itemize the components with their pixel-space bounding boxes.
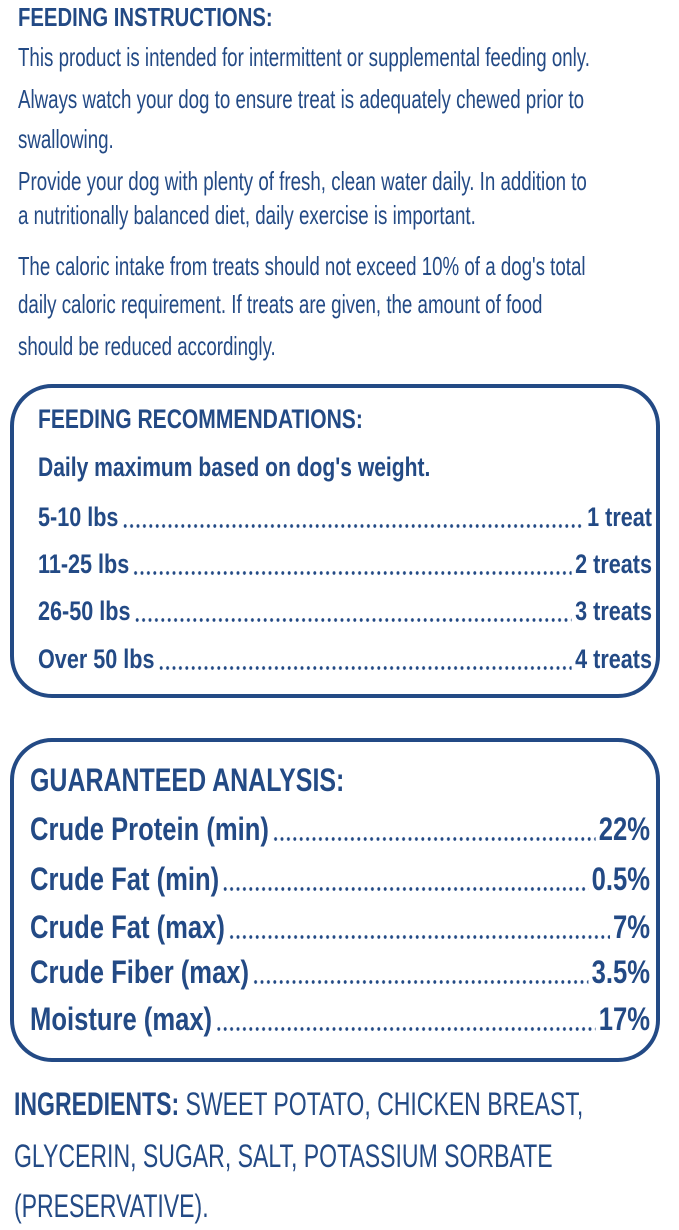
row: 5-10 lbs 1 treat [38,500,652,536]
dot-leader [228,907,610,949]
text-line: should be reduced accordingly. [18,330,678,364]
paragraph-line: Always watch your dog to ensure treat is… [18,84,585,115]
text-line: The caloric intake from treats should no… [18,250,678,284]
ingredients-text: GLYCERIN, SUGAR, SALT, POTASSIUM SORBATE [14,1138,553,1175]
box-title: GUARANTEED ANALYSIS: [30,760,530,802]
ingredients-line: GLYCERIN, SUGAR, SALT, POTASSIUM SORBATE [14,1136,674,1178]
dot-leader [132,547,572,583]
text-line: swallowing. [18,123,678,157]
title: GUARANTEED ANALYSIS: [30,762,345,799]
box-subtitle: Daily maximum based on dog's weight. [38,450,598,485]
text-line: Provide your dog with plenty of fresh, c… [18,165,678,199]
analysis-box [10,738,660,1062]
row-label: 5-10 lbs [38,502,119,533]
row: Moisture (max) 17% [30,999,650,1041]
row-value: 3.5% [591,954,650,991]
dot-leader [272,809,596,851]
row: Crude Fiber (max) 3.5% [30,952,650,994]
recommendations-box [10,384,660,698]
row-value: 7% [613,909,650,946]
paragraph-line: Provide your dog with plenty of fresh, c… [18,166,587,197]
ingredients-text: SWEET POTATO, CHICKEN BREAST, [185,1086,584,1123]
paragraph-line: The caloric intake from treats should no… [18,251,586,282]
row-value: 17% [598,1001,650,1038]
text-line: Always watch your dog to ensure treat is… [18,83,678,117]
ingredients-text: (PRESERVATIVE). [14,1188,209,1225]
box-title: FEEDING RECOMMENDATIONS: [38,402,538,437]
row-label: Crude Fat (min) [30,861,220,898]
ingredients-label: INGREDIENTS: [14,1086,180,1123]
row-label: Moisture (max) [30,1001,213,1038]
title: FEEDING INSTRUCTIONS: [18,2,273,33]
dot-leader [157,642,572,678]
dot-leader [121,500,584,536]
dot-leader [252,952,589,994]
row-label: 11-25 lbs [38,549,130,580]
paragraph-line: should be reduced accordingly. [18,331,276,362]
section-title: FEEDING INSTRUCTIONS: [18,1,418,35]
row-value: 4 treats [575,644,652,675]
row-value: 2 treats [575,549,652,580]
dot-leader [222,859,589,901]
paragraph-line: a nutritionally balanced diet, daily exe… [18,200,476,231]
paragraph-line: daily caloric requirement. If treats are… [18,289,543,320]
title: FEEDING RECOMMENDATIONS: [38,404,363,435]
row-label: Over 50 lbs [38,644,155,675]
paragraph-line: swallowing. [18,124,114,155]
text-line: This product is intended for intermitten… [18,41,678,75]
row-label: 26-50 lbs [38,596,131,627]
row-label: Crude Fat (max) [30,909,225,946]
dot-leader [133,594,572,630]
dot-leader [215,999,596,1041]
row: Crude Protein (min) 22% [30,809,650,851]
row-value: 22% [598,811,650,848]
row-value: 1 treat [587,502,652,533]
row: 11-25 lbs 2 treats [38,547,652,583]
row: 26-50 lbs 3 treats [38,594,652,630]
row-value: 0.5% [591,861,650,898]
row: Over 50 lbs 4 treats [38,642,652,678]
ingredients-line: (PRESERVATIVE). [14,1186,674,1228]
row: Crude Fat (min) 0.5% [30,859,650,901]
text-line: daily caloric requirement. If treats are… [18,288,678,322]
row: Crude Fat (max) 7% [30,907,650,949]
ingredients-line: INGREDIENTS: SWEET POTATO, CHICKEN BREAS… [14,1084,674,1126]
paragraph-line: This product is intended for intermitten… [18,42,590,73]
subtitle: Daily maximum based on dog's weight. [38,452,431,483]
text-line: a nutritionally balanced diet, daily exe… [18,199,678,233]
row-value: 3 treats [575,596,652,627]
row-label: Crude Protein (min) [30,811,269,848]
row-label: Crude Fiber (max) [30,954,250,991]
